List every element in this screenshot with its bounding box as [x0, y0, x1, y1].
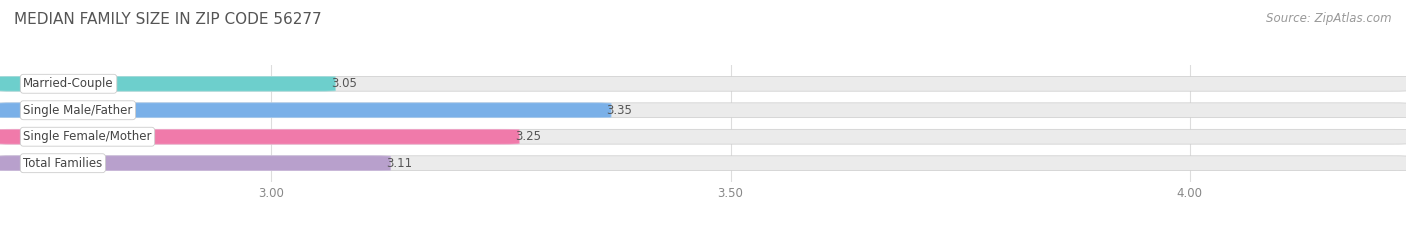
Text: 3.25: 3.25 — [515, 130, 541, 143]
FancyBboxPatch shape — [0, 129, 519, 144]
Text: Single Female/Mother: Single Female/Mother — [24, 130, 152, 143]
FancyBboxPatch shape — [0, 156, 391, 171]
FancyBboxPatch shape — [0, 76, 336, 91]
FancyBboxPatch shape — [0, 156, 1406, 171]
Text: MEDIAN FAMILY SIZE IN ZIP CODE 56277: MEDIAN FAMILY SIZE IN ZIP CODE 56277 — [14, 12, 322, 27]
Text: 3.05: 3.05 — [330, 77, 357, 90]
Text: 3.35: 3.35 — [606, 104, 633, 117]
FancyBboxPatch shape — [0, 103, 1406, 118]
FancyBboxPatch shape — [0, 76, 1406, 91]
Text: 3.11: 3.11 — [387, 157, 412, 170]
FancyBboxPatch shape — [0, 129, 1406, 144]
Text: Total Families: Total Families — [24, 157, 103, 170]
Text: Source: ZipAtlas.com: Source: ZipAtlas.com — [1267, 12, 1392, 25]
FancyBboxPatch shape — [0, 103, 612, 118]
Text: Single Male/Father: Single Male/Father — [24, 104, 132, 117]
Text: Married-Couple: Married-Couple — [24, 77, 114, 90]
